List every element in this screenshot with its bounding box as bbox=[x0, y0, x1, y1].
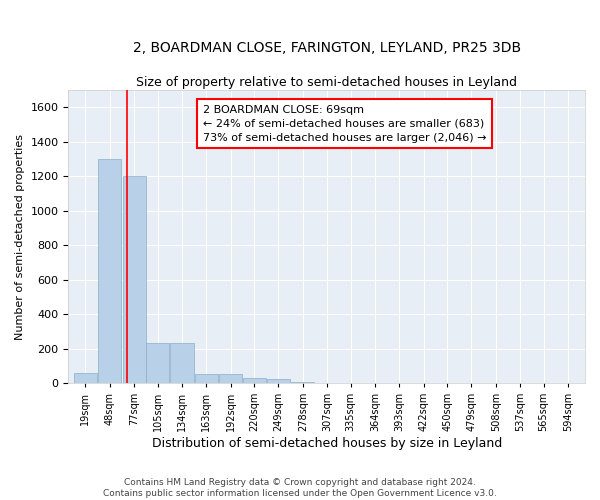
Bar bbox=[195, 374, 218, 383]
Bar bbox=[267, 378, 290, 383]
Bar bbox=[74, 372, 97, 383]
X-axis label: Distribution of semi-detached houses by size in Leyland: Distribution of semi-detached houses by … bbox=[152, 437, 502, 450]
Bar bbox=[219, 374, 242, 383]
Text: Contains HM Land Registry data © Crown copyright and database right 2024.
Contai: Contains HM Land Registry data © Crown c… bbox=[103, 478, 497, 498]
Bar bbox=[146, 344, 169, 383]
Bar bbox=[98, 159, 121, 383]
Bar bbox=[242, 378, 266, 383]
Title: Size of property relative to semi-detached houses in Leyland: Size of property relative to semi-detach… bbox=[136, 76, 517, 89]
Bar bbox=[122, 176, 146, 383]
Text: 2, BOARDMAN CLOSE, FARINGTON, LEYLAND, PR25 3DB: 2, BOARDMAN CLOSE, FARINGTON, LEYLAND, P… bbox=[133, 41, 521, 55]
Text: 2 BOARDMAN CLOSE: 69sqm
← 24% of semi-detached houses are smaller (683)
73% of s: 2 BOARDMAN CLOSE: 69sqm ← 24% of semi-de… bbox=[203, 105, 486, 143]
Bar bbox=[291, 382, 314, 383]
Bar bbox=[316, 382, 338, 383]
Y-axis label: Number of semi-detached properties: Number of semi-detached properties bbox=[15, 134, 25, 340]
Bar bbox=[170, 344, 194, 383]
